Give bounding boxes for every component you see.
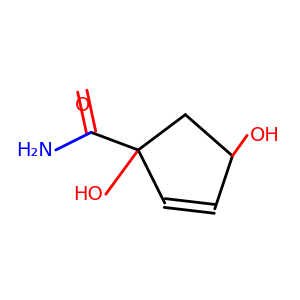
Text: HO: HO bbox=[73, 185, 103, 204]
Text: OH: OH bbox=[250, 126, 280, 145]
Text: H₂N: H₂N bbox=[16, 140, 53, 160]
Text: O: O bbox=[75, 95, 90, 115]
